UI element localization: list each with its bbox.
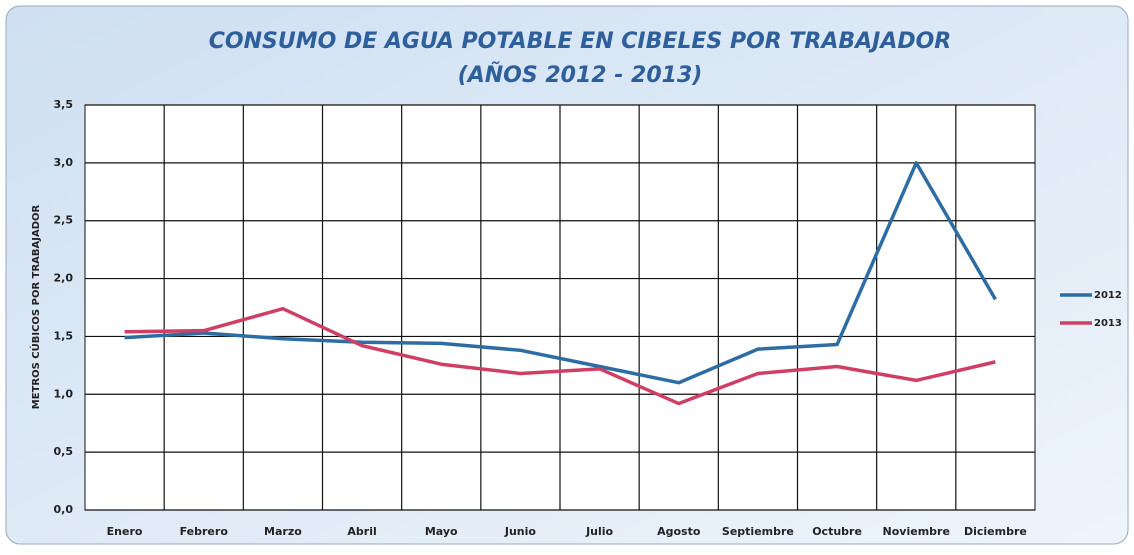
y-axis-label: METROS CÚBICOS POR TRABAJADOR [29, 205, 42, 410]
chart-subtitle: (AÑOS 2012 - 2013) [458, 62, 703, 88]
legend-label: 2012 [1094, 290, 1122, 301]
x-tick-label: Junio [504, 525, 537, 538]
x-tick-label: Noviembre [883, 525, 950, 538]
x-tick-label: Mayo [425, 525, 458, 538]
y-tick-label: 0,5 [54, 445, 74, 458]
y-tick-label: 3,0 [54, 156, 74, 169]
x-tick-label: Febrero [180, 525, 229, 538]
y-tick-label: 3,5 [54, 98, 74, 111]
series-line [124, 161, 997, 385]
series-line [124, 306, 996, 406]
x-tick-label: Enero [107, 525, 143, 538]
y-tick-label: 1,5 [54, 329, 74, 342]
x-tick-label: Diciembre [964, 525, 1027, 538]
x-tick-label: Octubre [812, 525, 862, 538]
x-tick-label: Marzo [264, 525, 302, 538]
x-tick-label: Julio [585, 525, 613, 538]
x-tick-label: Abril [347, 525, 376, 538]
y-tick-label: 2,5 [54, 214, 74, 227]
chart-title: CONSUMO DE AGUA POTABLE EN CIBELES POR T… [209, 29, 952, 54]
legend-label: 2013 [1094, 318, 1122, 329]
x-tick-label: Septiembre [722, 525, 794, 538]
y-tick-label: 1,0 [54, 387, 74, 400]
y-tick-label: 0,0 [54, 503, 74, 516]
x-tick-label: Agosto [657, 525, 701, 538]
y-tick-label: 2,0 [54, 272, 74, 285]
